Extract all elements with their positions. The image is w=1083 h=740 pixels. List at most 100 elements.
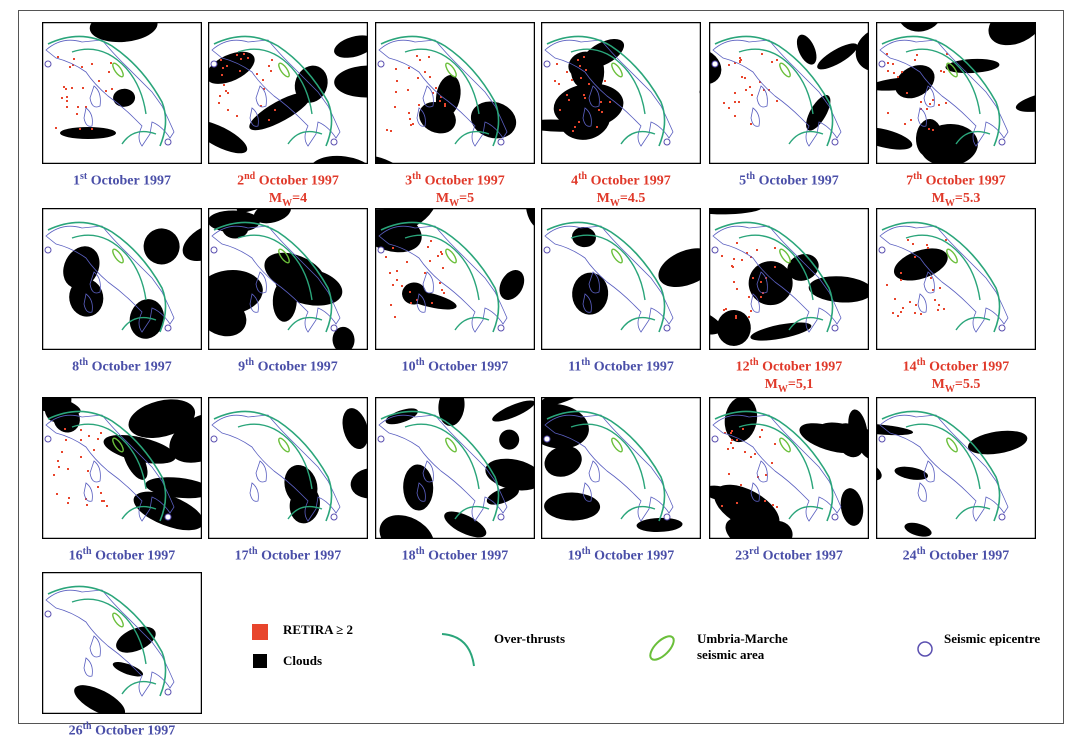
magnitude: M — [597, 191, 610, 206]
caption-text: October 1997 — [762, 360, 842, 375]
caption-text: October 1997 — [95, 549, 175, 564]
map-panel — [208, 397, 368, 539]
caption-suffix: th — [913, 171, 922, 182]
magnitude: M — [932, 377, 945, 392]
caption-day: 26 — [69, 724, 83, 739]
caption-text: October 1997 — [926, 174, 1006, 189]
caption-text: October 1997 — [929, 360, 1009, 375]
caption-day: 1 — [73, 174, 80, 189]
map — [42, 208, 202, 350]
map — [42, 22, 202, 164]
map — [208, 397, 368, 539]
map-panel — [42, 22, 202, 164]
caption-suffix: nd — [244, 171, 255, 182]
caption-suffix: th — [917, 357, 926, 368]
caption-suffix: th — [83, 721, 92, 732]
map — [42, 572, 202, 714]
magnitude: M — [932, 191, 945, 206]
caption-text: October 1997 — [759, 174, 839, 189]
caption-suffix: th — [917, 546, 926, 557]
caption-text: October 1997 — [763, 549, 843, 564]
caption-suffix: th — [416, 357, 425, 368]
caption-suffix: st — [80, 171, 87, 182]
map-panel — [709, 208, 869, 350]
magnitude-value: =5.3 — [955, 191, 980, 206]
map-panel — [709, 22, 869, 164]
legend-label-line: Umbria-Marche — [697, 631, 788, 646]
map-panel — [709, 397, 869, 539]
page: 1st October 19972nd October 1997MW=43th … — [0, 0, 1083, 736]
caption-day: 12 — [736, 360, 750, 375]
caption-suffix: rd — [749, 546, 759, 557]
magnitude-sub: W — [610, 197, 620, 208]
map-panel — [541, 397, 701, 539]
caption-suffix: th — [416, 546, 425, 557]
caption-suffix: th — [581, 357, 590, 368]
map-panel — [876, 397, 1036, 539]
map — [541, 397, 701, 539]
map-panel — [876, 22, 1036, 164]
map-panel — [375, 22, 535, 164]
legend-label-line: seismic area — [697, 647, 764, 662]
magnitude-value: =5 — [459, 191, 474, 206]
panel-caption: 26th October 1997 — [22, 718, 222, 740]
caption-suffix: th — [746, 171, 755, 182]
caption-suffix: th — [79, 357, 88, 368]
magnitude-value: =5.5 — [955, 377, 980, 392]
legend-epicentre-icon — [916, 640, 934, 658]
map-panel — [208, 208, 368, 350]
map — [541, 22, 701, 164]
magnitude-value: =4 — [292, 191, 307, 206]
caption-text: October 1997 — [428, 549, 508, 564]
map — [42, 397, 202, 539]
map — [709, 397, 869, 539]
map-panel — [541, 208, 701, 350]
map-panel — [208, 22, 368, 164]
map-panel — [541, 22, 701, 164]
map — [375, 208, 535, 350]
caption-text: October 1997 — [425, 174, 505, 189]
caption-text: October 1997 — [261, 549, 341, 564]
magnitude-sub: W — [778, 383, 788, 394]
caption-suffix: th — [83, 546, 92, 557]
caption-day: 2 — [237, 174, 244, 189]
map-panel — [42, 208, 202, 350]
caption-suffix: th — [249, 546, 258, 557]
magnitude: M — [765, 377, 778, 392]
caption-day: 17 — [235, 549, 249, 564]
magnitude-value: =4.5 — [620, 191, 645, 206]
caption-day: 14 — [903, 360, 917, 375]
caption-text: October 1997 — [591, 174, 671, 189]
magnitude-value: =5,1 — [788, 377, 813, 392]
caption-day: 18 — [402, 549, 416, 564]
map — [375, 397, 535, 539]
caption-day: 16 — [69, 549, 83, 564]
legend-clouds-swatch — [253, 654, 267, 668]
caption-text: October 1997 — [91, 174, 171, 189]
legend-label: Seismic epicentre — [944, 631, 1040, 647]
map — [208, 208, 368, 350]
legend-label: RETIRA ≥ 2 — [283, 622, 353, 638]
legend-umbria-icon — [642, 630, 682, 666]
caption-day: 23 — [735, 549, 749, 564]
magnitude: M — [269, 191, 282, 206]
legend-label: Clouds — [283, 653, 322, 669]
magnitude-sub: W — [449, 197, 459, 208]
magnitude-sub: W — [945, 197, 955, 208]
caption-day: 10 — [402, 360, 416, 375]
map — [208, 22, 368, 164]
caption-day: 11 — [568, 360, 581, 375]
map — [541, 208, 701, 350]
map-panel — [375, 397, 535, 539]
caption-suffix: th — [245, 357, 254, 368]
caption-suffix: th — [412, 171, 421, 182]
map-panel — [375, 208, 535, 350]
caption-day: 19 — [568, 549, 582, 564]
magnitude-sub: W — [945, 383, 955, 394]
map-panel — [876, 208, 1036, 350]
map — [876, 397, 1036, 539]
caption-day: 24 — [903, 549, 917, 564]
legend-retira-swatch — [252, 624, 268, 640]
caption-text: October 1997 — [594, 360, 674, 375]
map — [709, 22, 869, 164]
